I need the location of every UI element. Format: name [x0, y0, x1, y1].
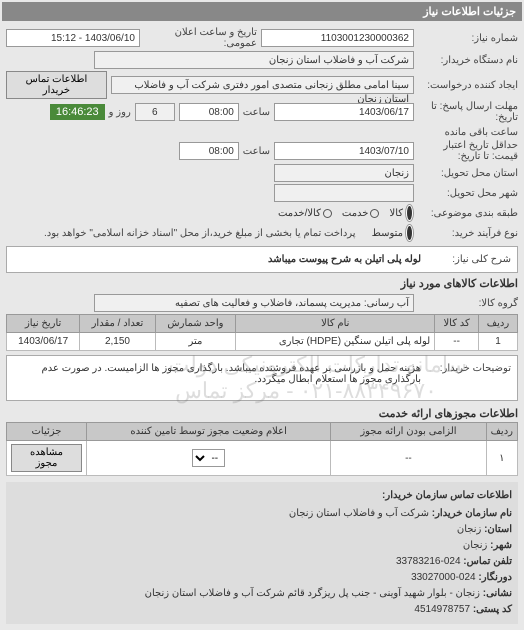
perm-col-view: جزئیات	[7, 423, 87, 441]
cell-row: 1	[479, 333, 518, 351]
time-label: ساعت	[243, 107, 270, 118]
buyer-note-label: توضیحات خریدار:	[421, 363, 511, 385]
perm-cell-status: --	[87, 441, 331, 476]
reply-time-field: 08:00	[179, 103, 239, 121]
group-label: گروه کالا:	[418, 298, 518, 309]
contact-header: اطلاعات تماس سازمان خریدار:	[12, 488, 512, 504]
contact-prov-label: استان:	[484, 524, 512, 535]
radio-kala-label: کالا	[389, 208, 403, 219]
need-no-label: شماره نیاز:	[418, 33, 518, 44]
radio-medium-label: متوسط	[372, 228, 403, 239]
price-valid-date-field: 1403/07/10	[274, 142, 414, 160]
creator-label: ایجاد کننده درخواست:	[418, 80, 518, 91]
cell-date: 1403/06/17	[7, 333, 80, 351]
contact-fax-label: دورنگار:	[478, 572, 512, 583]
reply-date-field: 1403/06/17	[274, 103, 414, 121]
table-row: 1 -- لوله پلی اتیلن سنگین (HDPE) تجاری م…	[7, 333, 518, 351]
col-date: تاریخ نیاز	[7, 315, 80, 333]
radio-khadmat[interactable]: خدمت	[342, 208, 380, 219]
city-field	[274, 184, 414, 202]
permissions-table: ردیف الزامی بودن ارائه مجوز اعلام وضعیت …	[6, 422, 518, 476]
cell-name: لوله پلی اتیلن سنگین (HDPE) تجاری	[236, 333, 435, 351]
contact-info-button[interactable]: اطلاعات تماس خریدار	[6, 71, 107, 99]
price-valid-label: حداقل تاریخ اعتبار قیمت: تا تاریخ:	[418, 140, 518, 162]
need-no-field: 1103001230000362	[261, 29, 414, 47]
contact-city-label: شهر:	[490, 540, 512, 551]
payment-note: پرداخت تمام یا بخشی از مبلغ خرید،از محل …	[44, 228, 356, 239]
radio-medium[interactable]: متوسط	[372, 224, 414, 242]
price-valid-time-field: 08:00	[179, 142, 239, 160]
contact-addr-label: نشانی:	[483, 588, 512, 599]
contact-post-label: کد پستی:	[473, 604, 512, 615]
org-field: شرکت آب و فاضلاب استان زنجان	[94, 51, 414, 69]
province-field: زنجان	[274, 164, 414, 182]
buy-type-label: نوع فرآیند خرید:	[418, 228, 518, 239]
province-label: استان محل تحویل:	[418, 168, 518, 179]
countdown-timer: 16:46:23	[50, 104, 105, 120]
radio-kala[interactable]: کالا	[389, 204, 414, 222]
cell-code: --	[435, 333, 479, 351]
public-date-label: تاریخ و ساعت اعلان عمومی:	[144, 27, 257, 49]
contact-tel: 024-33783216	[396, 556, 461, 567]
city-label: شهر محل تحویل:	[418, 188, 518, 199]
goods-section-title: اطلاعات کالاهای مورد نیاز	[6, 277, 518, 290]
contact-post: 4514978757	[414, 604, 470, 615]
need-title-label: شرح کلی نیاز:	[421, 254, 511, 265]
status-select[interactable]: --	[192, 449, 225, 467]
contact-org-label: نام سازمان خریدار:	[432, 508, 512, 519]
radio-both[interactable]: کالا/خدمت	[278, 208, 332, 219]
creator-field: سینا امامی مطلق زنجانی متصدی امور دفتری …	[111, 76, 414, 94]
contact-fax: 024-33027000	[411, 572, 476, 583]
view-permit-button[interactable]: مشاهده مجوز	[11, 444, 82, 472]
category-label: طبقه بندی موضوعی:	[418, 208, 518, 219]
perm-col-req: الزامی بودن ارائه مجوز	[331, 423, 486, 441]
col-qty: تعداد / مقدار	[80, 315, 155, 333]
col-row: ردیف	[479, 315, 518, 333]
perm-col-row: ردیف	[486, 423, 517, 441]
contact-org: شرکت آب و فاضلاب استان زنجان	[289, 508, 429, 519]
org-label: نام دستگاه خریدار:	[418, 55, 518, 66]
col-name: نام کالا	[236, 315, 435, 333]
contact-tel-label: تلفن تماس:	[463, 556, 512, 567]
col-code: کد کالا	[435, 315, 479, 333]
public-date-field: 1403/06/10 - 15:12	[6, 29, 140, 47]
perm-row: ۱ -- -- مشاهده مجوز	[7, 441, 518, 476]
days-label: روز و	[109, 107, 131, 118]
time-label-2: ساعت	[243, 146, 270, 157]
need-title-text: لوله پلی اتیلن به شرح پیوست میباشد	[268, 254, 421, 265]
cell-qty: 2,150	[80, 333, 155, 351]
info-header: جزئیات اطلاعات نیاز	[2, 2, 522, 21]
reply-deadline-label: مهلت ارسال پاسخ: تا تاریخ:	[418, 101, 518, 123]
buyer-note-text: هزینه حمل و بازرسی بر عهده فروشنده میباش…	[13, 363, 421, 385]
perm-cell-view: مشاهده مجوز	[7, 441, 87, 476]
radio-khadmat-label: خدمت	[342, 208, 369, 219]
contact-addr: زنجان - بلوار شهید آوینی - جنب پل ریزگرد…	[145, 588, 480, 599]
radio-both-label: کالا/خدمت	[278, 208, 321, 219]
contact-box: اطلاعات تماس سازمان خریدار: نام سازمان خ…	[6, 482, 518, 624]
col-unit: واحد شمارش	[155, 315, 236, 333]
perm-cell-row: ۱	[486, 441, 517, 476]
remaining-label: ساعت باقی مانده	[445, 127, 518, 138]
contact-city: زنجان	[463, 540, 487, 551]
perm-col-status: اعلام وضعیت مجوز توسط تامین کننده	[87, 423, 331, 441]
cell-unit: متر	[155, 333, 236, 351]
perm-cell-req: --	[331, 441, 486, 476]
perm-section-title: اطلاعات مجوزهای ارائه خدمت	[6, 407, 518, 420]
countdown-days: 6	[135, 103, 175, 121]
group-field: آب رسانی: مدیریت پسماند، فاضلاب و فعالیت…	[94, 294, 414, 312]
contact-prov: زنجان	[457, 524, 481, 535]
goods-table: ردیف کد کالا نام کالا واحد شمارش تعداد /…	[6, 314, 518, 351]
